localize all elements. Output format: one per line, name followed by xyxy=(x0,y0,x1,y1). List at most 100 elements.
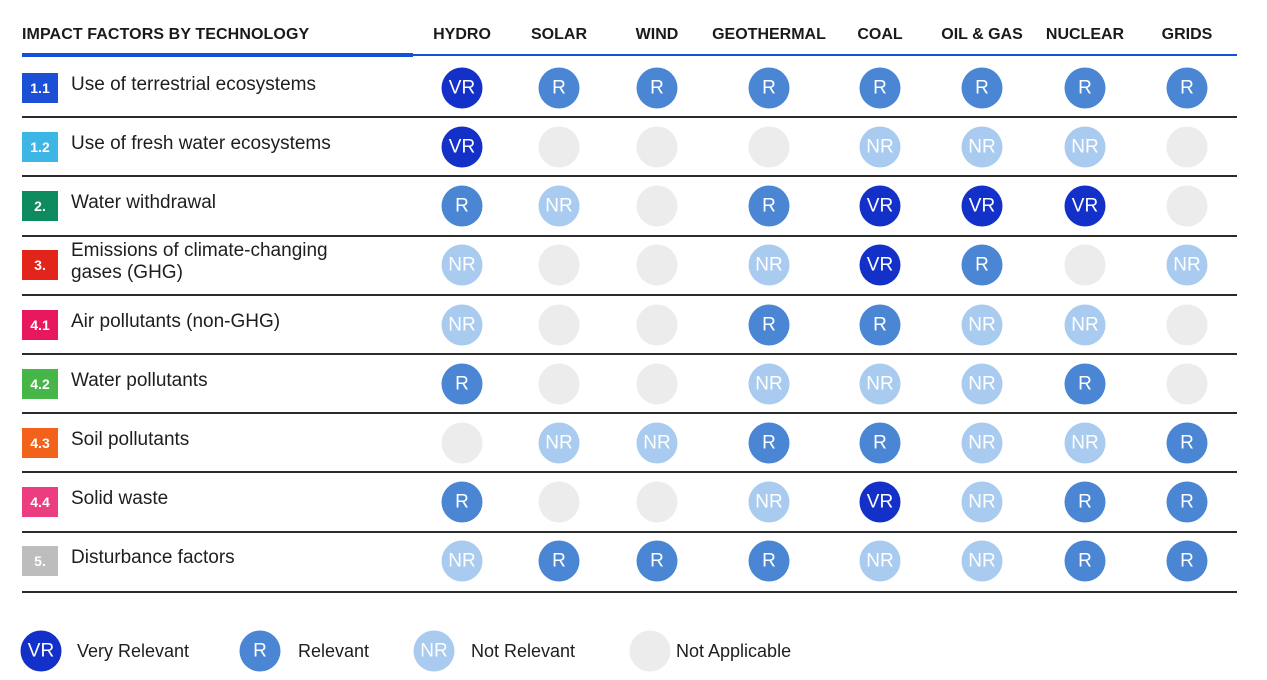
impact-circle xyxy=(1166,363,1208,405)
impact-circle: NR xyxy=(441,244,483,286)
impact-circle xyxy=(636,304,678,346)
row-divider xyxy=(22,531,1237,533)
legend-label: Not Relevant xyxy=(471,641,576,661)
impact-circle: NR xyxy=(441,304,483,346)
impact-circle: R xyxy=(748,185,790,227)
impact-circle: NR xyxy=(441,540,483,582)
column-header: GRIDS xyxy=(1161,26,1213,43)
impact-circle: R xyxy=(1166,422,1208,464)
row-label: Use of terrestrial ecosystems xyxy=(71,74,316,95)
impact-circle: NR xyxy=(961,422,1003,464)
impact-circle: R xyxy=(1166,67,1208,109)
row-code-badge: 3. xyxy=(22,250,58,280)
impact-circle: VR xyxy=(441,126,483,168)
row-code-badge: 5. xyxy=(22,546,58,576)
impact-circle xyxy=(441,422,483,464)
row-label: Air pollutants (non-GHG) xyxy=(71,311,281,332)
impact-circle: NR xyxy=(1064,304,1106,346)
impact-circle: R xyxy=(636,67,678,109)
legend-label: Very Relevant xyxy=(77,641,190,661)
impact-circle: VR xyxy=(441,67,483,109)
row-divider xyxy=(22,412,1237,414)
impact-circle: R xyxy=(748,422,790,464)
row-code-badge: 4.4 xyxy=(22,487,58,517)
impact-circle: R xyxy=(636,540,678,582)
impact-circle: R xyxy=(859,304,901,346)
row-label: Water withdrawal xyxy=(71,192,217,213)
legend-swatch xyxy=(629,630,671,672)
impact-circle xyxy=(538,481,580,523)
row-code-badge: 2. xyxy=(22,191,58,221)
impact-circle: NR xyxy=(1166,244,1208,286)
impact-circle: NR xyxy=(748,481,790,523)
impact-circle: R xyxy=(748,304,790,346)
impact-circle: NR xyxy=(538,185,580,227)
row-divider xyxy=(22,294,1237,296)
impact-circle xyxy=(1166,185,1208,227)
row-divider xyxy=(22,353,1237,355)
impact-circle xyxy=(748,126,790,168)
impact-circle: R xyxy=(1064,67,1106,109)
legend-swatch: NR xyxy=(413,630,455,672)
impact-circle: VR xyxy=(961,185,1003,227)
impact-circle xyxy=(538,363,580,405)
row-divider xyxy=(22,175,1237,177)
impact-circle xyxy=(1064,244,1106,286)
impact-circle: NR xyxy=(636,422,678,464)
row-label: Use of fresh water ecosystems xyxy=(71,133,331,154)
impact-circle: R xyxy=(441,185,483,227)
impact-circle: NR xyxy=(961,363,1003,405)
impact-circle: R xyxy=(441,363,483,405)
impact-circle: R xyxy=(961,67,1003,109)
column-header: COAL xyxy=(857,26,903,43)
impact-circle: R xyxy=(748,67,790,109)
impact-circle xyxy=(636,363,678,405)
impact-circle: R xyxy=(1166,481,1208,523)
row-code-badge: 1.1 xyxy=(22,73,58,103)
row-label: Disturbance factors xyxy=(71,547,235,568)
impact-circle xyxy=(636,244,678,286)
impact-circle: NR xyxy=(1064,126,1106,168)
column-header: NUCLEAR xyxy=(1045,26,1125,43)
legend-label: Relevant xyxy=(298,641,370,661)
impact-circle xyxy=(1166,304,1208,346)
impact-circle: R xyxy=(748,540,790,582)
impact-circle xyxy=(538,126,580,168)
impact-circle xyxy=(636,126,678,168)
impact-circle: NR xyxy=(961,304,1003,346)
impact-circle: R xyxy=(1064,481,1106,523)
row-divider xyxy=(22,591,1237,593)
impact-circle xyxy=(636,185,678,227)
impact-circle: R xyxy=(1166,540,1208,582)
header-underline xyxy=(413,54,1237,56)
impact-circle: NR xyxy=(961,540,1003,582)
impact-circle xyxy=(538,244,580,286)
legend-swatch: VR xyxy=(20,630,62,672)
impact-circle: R xyxy=(538,540,580,582)
impact-circle: R xyxy=(961,244,1003,286)
legend-label: Not Applicable xyxy=(676,641,792,661)
impact-circle: R xyxy=(859,67,901,109)
impact-circle: VR xyxy=(1064,185,1106,227)
impact-circle xyxy=(1166,126,1208,168)
table-title: IMPACT FACTORS BY TECHNOLOGY xyxy=(22,26,310,43)
title-underline xyxy=(22,53,413,57)
impact-circle: VR xyxy=(859,481,901,523)
row-code-badge: 4.3 xyxy=(22,428,58,458)
impact-circle: NR xyxy=(1064,422,1106,464)
impact-circle: NR xyxy=(859,363,901,405)
impact-circle: R xyxy=(538,67,580,109)
column-header: SOLAR xyxy=(531,26,587,43)
column-header: WIND xyxy=(635,26,679,43)
row-divider xyxy=(22,116,1237,118)
row-label: Water pollutants xyxy=(71,370,208,391)
impact-circle xyxy=(538,304,580,346)
row-label: Emissions of climate-changing gases (GHG… xyxy=(71,240,328,283)
legend-swatch: R xyxy=(239,630,281,672)
column-header: GEOTHERMAL xyxy=(712,26,826,43)
row-code-badge: 1.2 xyxy=(22,132,58,162)
row-label: Solid waste xyxy=(71,488,169,509)
impact-circle xyxy=(636,481,678,523)
impact-circle: R xyxy=(441,481,483,523)
column-header: OIL & GAS xyxy=(941,26,1023,43)
